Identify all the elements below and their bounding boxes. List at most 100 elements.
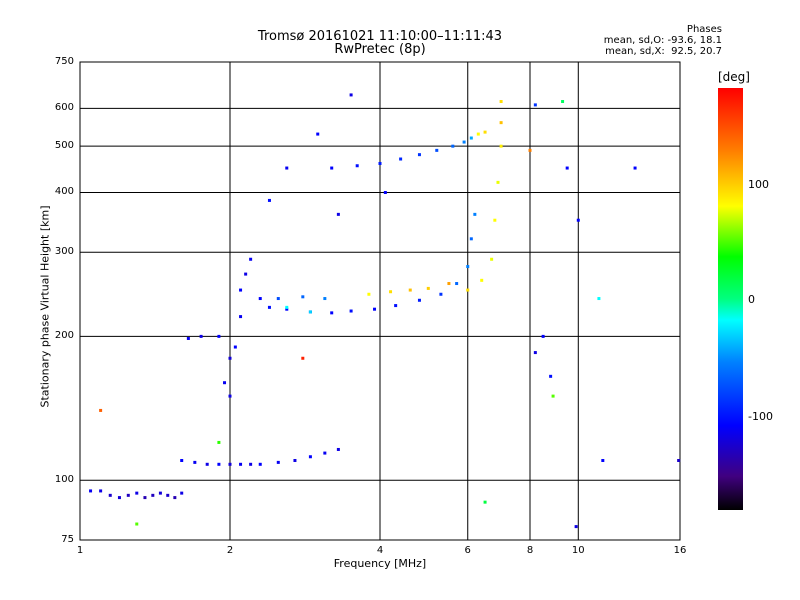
echo-point: [601, 458, 605, 462]
echo-point: [117, 496, 121, 500]
echo-point: [383, 190, 387, 194]
echo-point: [126, 493, 130, 497]
echo-point: [99, 489, 103, 493]
echo-point: [469, 237, 473, 241]
echo-point: [378, 161, 382, 165]
echo-point: [493, 218, 497, 222]
echo-point: [355, 164, 359, 168]
x-tick-label: 6: [464, 545, 471, 556]
echo-point: [394, 304, 398, 308]
echo-point: [186, 336, 190, 340]
echo-point: [447, 282, 451, 286]
echo-point: [180, 458, 184, 462]
echo-point: [633, 166, 637, 170]
echo-point: [267, 198, 271, 202]
echo-point: [276, 297, 280, 301]
echo-point: [576, 218, 580, 222]
echo-point: [217, 462, 221, 466]
echo-point: [151, 493, 155, 497]
echo-point: [233, 345, 237, 349]
echo-point: [417, 153, 421, 157]
y-tick-label: 500: [54, 140, 74, 152]
echo-point: [466, 288, 470, 292]
colorbar: [718, 88, 743, 510]
x-axis-title: Frequency [MHz]: [333, 557, 427, 570]
echo-point: [99, 408, 103, 412]
echo-point: [285, 305, 289, 309]
echo-point: [217, 334, 221, 338]
scatter-points: [89, 93, 681, 529]
x-tick-label: 2: [226, 545, 234, 556]
echo-point: [228, 394, 232, 398]
echo-point: [301, 356, 305, 360]
echo-point: [473, 212, 477, 216]
phases-stat-o: mean, sd,O: -93.6, 18.1: [603, 35, 722, 46]
echo-point: [166, 493, 170, 497]
echo-point: [466, 265, 470, 269]
echo-point: [499, 144, 503, 148]
colorbar-tick-0: 0: [748, 293, 755, 306]
echo-point: [285, 307, 289, 311]
grid-lines: [80, 62, 680, 540]
echo-point: [293, 458, 297, 462]
x-tick-label: 4: [376, 545, 384, 556]
echo-point: [597, 297, 601, 301]
echo-point: [223, 381, 227, 385]
y-tick-label: 750: [54, 56, 74, 67]
y-axis-title: Stationary phase Virtual Height [km]: [38, 205, 52, 408]
echo-point: [426, 286, 430, 290]
echo-point: [89, 489, 93, 493]
echo-point: [499, 121, 503, 125]
echo-point: [316, 132, 320, 136]
echo-point: [528, 148, 532, 152]
x-tick-label: 1: [76, 545, 84, 556]
echo-point: [462, 140, 466, 144]
y-tick-label: 100: [54, 474, 74, 486]
echo-point: [228, 356, 232, 360]
echo-point: [276, 460, 280, 464]
echo-point: [389, 290, 393, 294]
phases-stat-x: mean, sd,X: 92.5, 20.7: [605, 46, 722, 57]
echo-point: [258, 462, 262, 466]
y-tick-label: 200: [54, 330, 74, 342]
echo-point: [677, 458, 681, 462]
echo-point: [476, 132, 480, 136]
echo-point: [490, 257, 494, 261]
y-tick-label: 400: [54, 186, 74, 198]
echo-point: [205, 462, 209, 466]
echo-point: [180, 491, 184, 495]
colorbar-tick-minus-100: -100: [748, 410, 773, 423]
echo-point: [496, 180, 500, 184]
chart-subtitle: RwPretec (8p): [334, 42, 426, 57]
echo-point: [349, 93, 353, 97]
echo-point: [330, 166, 334, 170]
echo-point: [285, 166, 289, 170]
echo-point: [533, 351, 537, 355]
colorbar-tick-100: 100: [748, 178, 769, 191]
echo-point: [239, 462, 243, 466]
plot-frame: [79, 61, 681, 541]
echo-point: [308, 310, 312, 314]
echo-point: [143, 496, 147, 500]
echo-point: [336, 447, 340, 451]
y-tick-label: 300: [54, 246, 74, 258]
echo-point: [323, 451, 327, 455]
echo-point: [239, 315, 243, 319]
echo-point: [533, 103, 537, 107]
echo-point: [561, 100, 565, 104]
echo-point: [483, 500, 487, 504]
echo-point: [469, 136, 473, 140]
echo-point: [483, 130, 487, 134]
echo-point: [301, 295, 305, 299]
echo-point: [135, 522, 139, 526]
echo-point: [199, 334, 203, 338]
echo-point: [267, 305, 271, 309]
echo-point: [541, 334, 545, 338]
echo-point: [435, 148, 439, 152]
echo-point: [249, 257, 253, 261]
echo-point: [451, 144, 455, 148]
echo-point: [565, 166, 569, 170]
echo-point: [323, 297, 327, 301]
echo-point: [439, 292, 443, 296]
